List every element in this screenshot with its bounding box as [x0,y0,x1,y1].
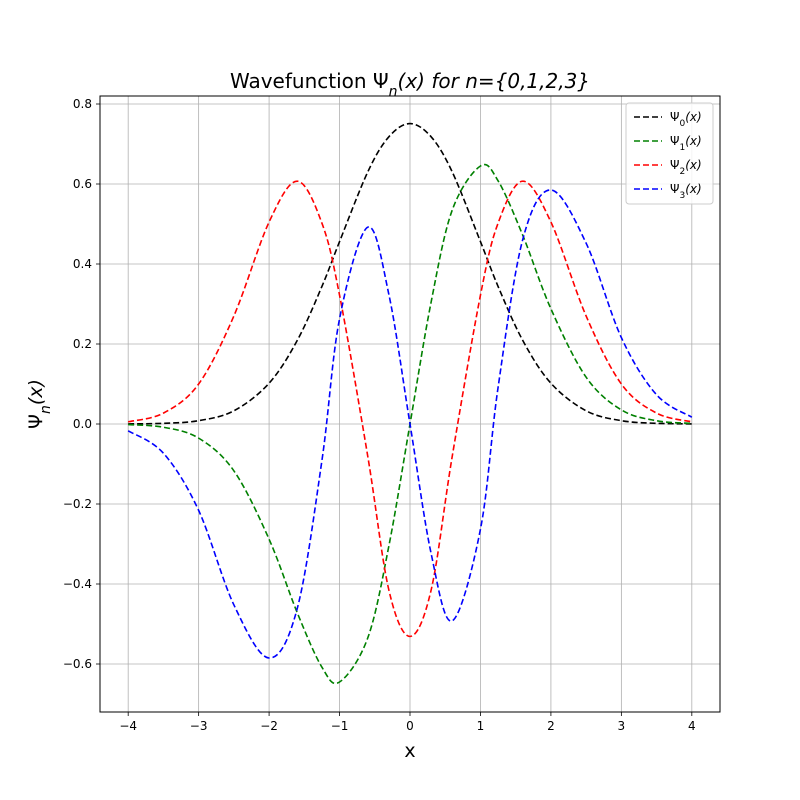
series-line-psi-2 [127,180,693,638]
x-axis-label: x [404,740,415,762]
x-tick-label: 2 [547,719,555,733]
ticks: −4 −3 −2 −1 0 1 2 3 4 −0.6 −0.4 −0.2 0.0 0.2 0.4 0.6 0.8 [63,97,696,733]
legend: Ψ0(x) Ψ1(x) Ψ2(x) Ψ3(x) [625,102,714,205]
legend-entry-psi-3: Ψ3(x) [670,182,702,201]
series-line-psi-0 [128,122,692,425]
series-lines [127,122,693,685]
x-tick-label: −1 [331,719,349,733]
y-axis-label: Ψn(x) [25,379,54,429]
x-tick-label: 3 [618,719,626,733]
y-tick-label: −0.6 [63,657,92,671]
x-tick-label: −3 [190,719,208,733]
x-tick-label: 4 [688,719,696,733]
y-tick-label: −0.2 [63,497,92,511]
y-tick-label: 0.0 [73,417,92,431]
y-tick-label: 0.6 [73,177,92,191]
series-line-psi-3 [127,189,693,659]
x-tick-label: 0 [406,719,414,733]
legend-entry-psi-1: Ψ1(x) [670,134,702,153]
x-tick-label: −4 [119,719,137,733]
x-tick-label: 1 [477,719,485,733]
chart-title: Wavefunction Ψn(x) for n={0,1,2,3} [230,69,590,100]
y-tick-label: 0.4 [73,257,92,271]
legend-box [625,102,714,205]
x-tick-label: −2 [260,719,278,733]
legend-entry-psi-2: Ψ2(x) [670,158,702,177]
legend-entry-psi-0: Ψ0(x) [670,110,702,129]
y-tick-label: −0.4 [63,577,92,591]
y-tick-label: 0.2 [73,337,92,351]
y-tick-label: 0.8 [73,97,92,111]
